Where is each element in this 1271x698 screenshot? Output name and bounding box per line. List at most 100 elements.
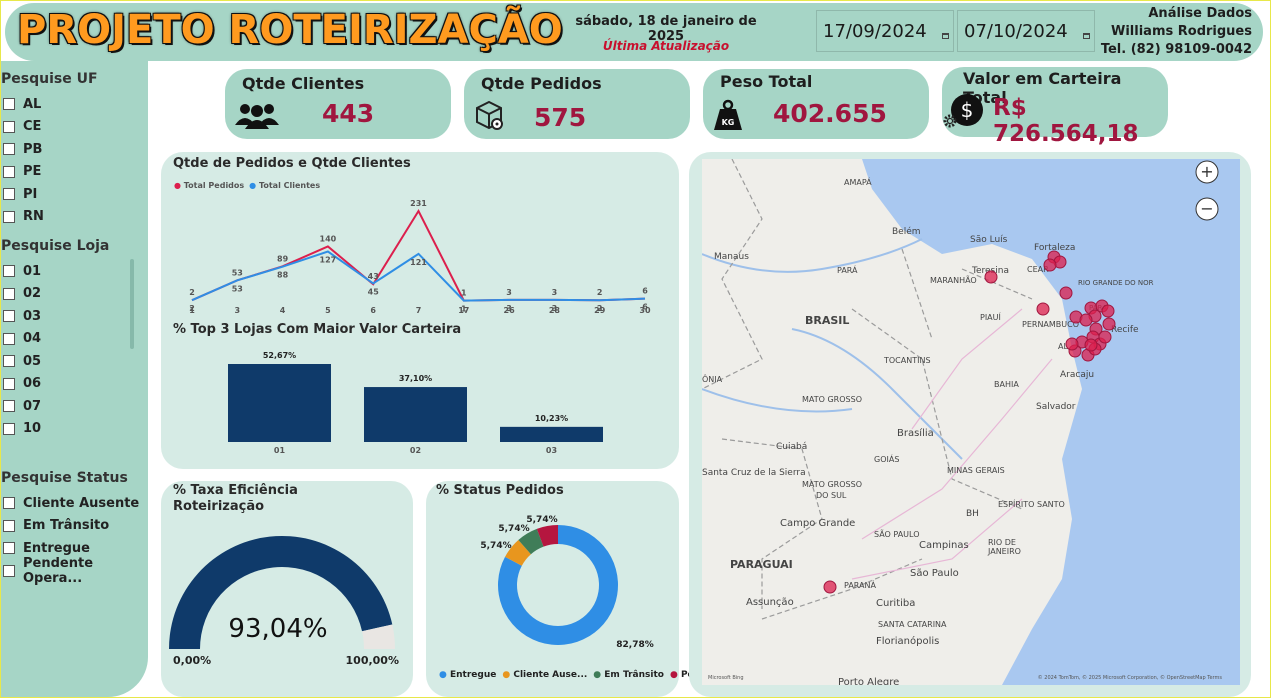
legend-item[interactable]: ● Entregue [439, 670, 497, 680]
map-point [1102, 317, 1116, 331]
map-attribution: © 2024 TomTom, © 2025 Microsoft Corporat… [1038, 674, 1223, 681]
legend-item[interactable]: ● Em Trânsito [593, 670, 664, 680]
uf-option[interactable]: PE [3, 162, 143, 182]
sidebar-scrollbar[interactable] [130, 259, 134, 349]
status-option[interactable]: Cliente Ausente [3, 493, 143, 513]
donut-slice [536, 525, 558, 547]
checkbox-icon[interactable] [3, 98, 15, 110]
map-label-piaui: PIAUÍ [980, 311, 1002, 322]
date-end-value: 07/10/2024 [964, 20, 1068, 42]
donut-title: % Status Pedidos [436, 483, 564, 498]
bar-02 [364, 387, 467, 442]
gear-icon[interactable] [942, 113, 958, 129]
checkbox-icon[interactable] [3, 332, 15, 345]
map-label-maranhao: MARANHÃO [930, 275, 977, 285]
uf-option-label: PB [23, 141, 43, 157]
donut-data-label: 82,78% [616, 640, 654, 650]
loja-option-label: 02 [23, 286, 42, 301]
checkbox-icon[interactable] [3, 355, 15, 367]
map-label-amapa: AMAPÁ [844, 176, 872, 187]
sidebar [1, 61, 148, 697]
loja-option[interactable]: 02 [3, 284, 143, 304]
donut-chart[interactable]: 82,78%5,74%5,74%5,74% [428, 501, 677, 666]
checkbox-icon[interactable] [3, 188, 15, 200]
gauge-value-label: 93,04% [228, 614, 327, 644]
map-label-santa_catarina: SANTA CATARINA [878, 620, 947, 629]
donut-slice [498, 525, 618, 645]
zoom-out-button[interactable] [1195, 197, 1219, 221]
legend-item[interactable]: ● Cliente Ause... [502, 670, 588, 680]
checkbox-icon[interactable] [3, 210, 15, 223]
uf-option[interactable]: PI [3, 184, 143, 204]
checkbox-icon[interactable] [3, 287, 15, 300]
uf-option[interactable]: CE [3, 117, 143, 137]
date-start-input[interactable]: 17/09/2024 [816, 10, 954, 52]
checkbox-icon[interactable] [3, 564, 15, 577]
checkbox-icon[interactable] [3, 165, 15, 178]
map-label-parana: PARANÁ [844, 579, 876, 590]
data-label: 140 [320, 234, 337, 243]
zoom-out-icon[interactable]: − [1200, 199, 1213, 218]
bar-chart[interactable]: 52,67% 01 37,10% 02 10,23% 03 [171, 341, 671, 461]
status-option[interactable]: Entregue [3, 538, 143, 558]
map-label-goias: GOIÁS [874, 453, 899, 464]
roads [851, 308, 1053, 580]
legend-item-pedidos[interactable]: ● Total Pedidos [174, 181, 245, 190]
status-slicer-title: Pesquise Status [1, 470, 128, 486]
map-point [1098, 330, 1112, 344]
uf-option[interactable]: PB [3, 139, 143, 159]
checkbox-icon[interactable] [3, 143, 15, 155]
map-label-salvador: Salvador [1036, 402, 1076, 412]
bar-data-label: 37,10% [399, 374, 432, 383]
gauge-max-label: 100,00% [346, 654, 399, 667]
calendar-icon[interactable] [1083, 33, 1090, 39]
loja-option[interactable]: 05 [3, 351, 143, 371]
uf-option[interactable]: RN [3, 207, 143, 227]
gauge-chart[interactable]: 93,04% 0,00% 100,00% [166, 521, 408, 671]
zoom-in-icon[interactable]: + [1200, 162, 1213, 181]
checkbox-icon[interactable] [3, 542, 15, 554]
checkbox-icon[interactable] [3, 377, 15, 390]
data-label: 6 [642, 287, 648, 296]
loja-option[interactable]: 07 [3, 396, 143, 416]
data-label: 3 [506, 288, 512, 297]
map-point [984, 270, 998, 284]
x-tick-label: 5 [325, 306, 331, 315]
map-label-paraguai: PARAGUAI [730, 558, 793, 571]
checkbox-icon[interactable] [3, 120, 15, 133]
map-label-cuiaba: Cuiabá [776, 442, 807, 452]
uf-option[interactable]: AL [3, 94, 143, 114]
kpi-peso-title: Peso Total [720, 72, 813, 91]
map-point [1079, 313, 1093, 327]
line-chart-legend: ● Total Pedidos ● Total Clientes [174, 181, 320, 190]
loja-option[interactable]: 04 [3, 329, 143, 349]
loja-slicer-title: Pesquise Loja [1, 238, 110, 254]
checkbox-icon[interactable] [3, 519, 15, 532]
legend-item-label: Cliente Ause... [513, 670, 588, 680]
map-point [1043, 258, 1057, 272]
status-option[interactable]: Pendente Opera... [3, 556, 143, 586]
zoom-in-button[interactable] [1195, 160, 1219, 184]
line-chart-title: Qtde de Pedidos e Qtde Clientes [173, 156, 411, 171]
loja-option[interactable]: 10 [3, 419, 143, 439]
checkbox-icon[interactable] [3, 422, 15, 435]
x-tick-label: 26 [504, 306, 516, 315]
loja-option[interactable]: 01 [3, 261, 143, 281]
date-end-input[interactable]: 07/10/2024 [957, 10, 1095, 52]
map-label-mato_grosso: MATO GROSSO [802, 395, 862, 404]
data-label: 3 [552, 288, 558, 297]
loja-option[interactable]: 06 [3, 374, 143, 394]
map-label-aracaju: Aracaju [1060, 370, 1094, 380]
loja-option[interactable]: 03 [3, 306, 143, 326]
checkbox-icon[interactable] [3, 400, 15, 412]
legend-item-clientes[interactable]: ● Total Clientes [249, 181, 321, 190]
status-option[interactable]: Em Trânsito [3, 516, 143, 536]
calendar-icon[interactable] [942, 33, 949, 39]
map-label-bahia: BAHIA [994, 380, 1019, 389]
checkbox-icon[interactable] [3, 265, 15, 277]
series-line-clientes [191, 250, 646, 302]
checkbox-icon[interactable] [3, 310, 15, 322]
checkbox-icon[interactable] [3, 497, 15, 509]
